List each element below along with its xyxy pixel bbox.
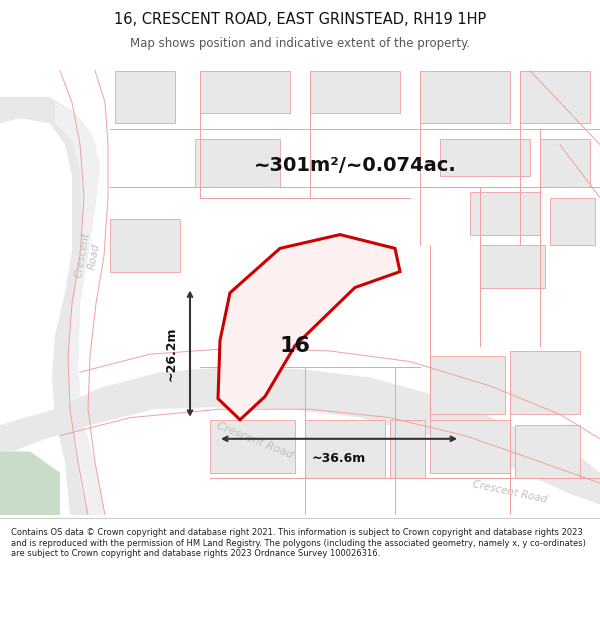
- Polygon shape: [510, 351, 580, 414]
- Polygon shape: [550, 198, 595, 245]
- Polygon shape: [470, 192, 540, 234]
- Text: Crescent Road: Crescent Road: [472, 479, 548, 504]
- Polygon shape: [390, 420, 425, 478]
- Text: ~301m²/~0.074ac.: ~301m²/~0.074ac.: [254, 156, 457, 176]
- Text: ~36.6m: ~36.6m: [312, 451, 366, 464]
- Polygon shape: [115, 71, 175, 124]
- Text: Crescent Road: Crescent Road: [215, 421, 295, 461]
- Polygon shape: [540, 139, 590, 187]
- Polygon shape: [195, 139, 280, 187]
- Polygon shape: [0, 367, 600, 504]
- Polygon shape: [55, 102, 105, 515]
- Polygon shape: [110, 219, 180, 272]
- Text: 16, CRESCENT ROAD, EAST GRINSTEAD, RH19 1HP: 16, CRESCENT ROAD, EAST GRINSTEAD, RH19 …: [114, 12, 486, 27]
- Polygon shape: [430, 356, 505, 414]
- Polygon shape: [515, 425, 580, 478]
- Text: Map shows position and indicative extent of the property.: Map shows position and indicative extent…: [130, 38, 470, 50]
- Text: Contains OS data © Crown copyright and database right 2021. This information is : Contains OS data © Crown copyright and d…: [11, 528, 586, 558]
- Polygon shape: [218, 234, 400, 420]
- Text: ~26.2m: ~26.2m: [165, 326, 178, 381]
- Polygon shape: [480, 245, 545, 288]
- Polygon shape: [430, 420, 510, 472]
- Polygon shape: [520, 71, 590, 124]
- Polygon shape: [305, 420, 385, 478]
- Polygon shape: [210, 420, 295, 472]
- Polygon shape: [0, 451, 60, 515]
- Polygon shape: [440, 139, 530, 176]
- Polygon shape: [200, 71, 290, 113]
- Text: 16: 16: [280, 336, 311, 356]
- Polygon shape: [420, 71, 510, 124]
- Polygon shape: [310, 71, 400, 113]
- Polygon shape: [0, 97, 105, 515]
- Text: Crescent
Road: Crescent Road: [73, 231, 103, 281]
